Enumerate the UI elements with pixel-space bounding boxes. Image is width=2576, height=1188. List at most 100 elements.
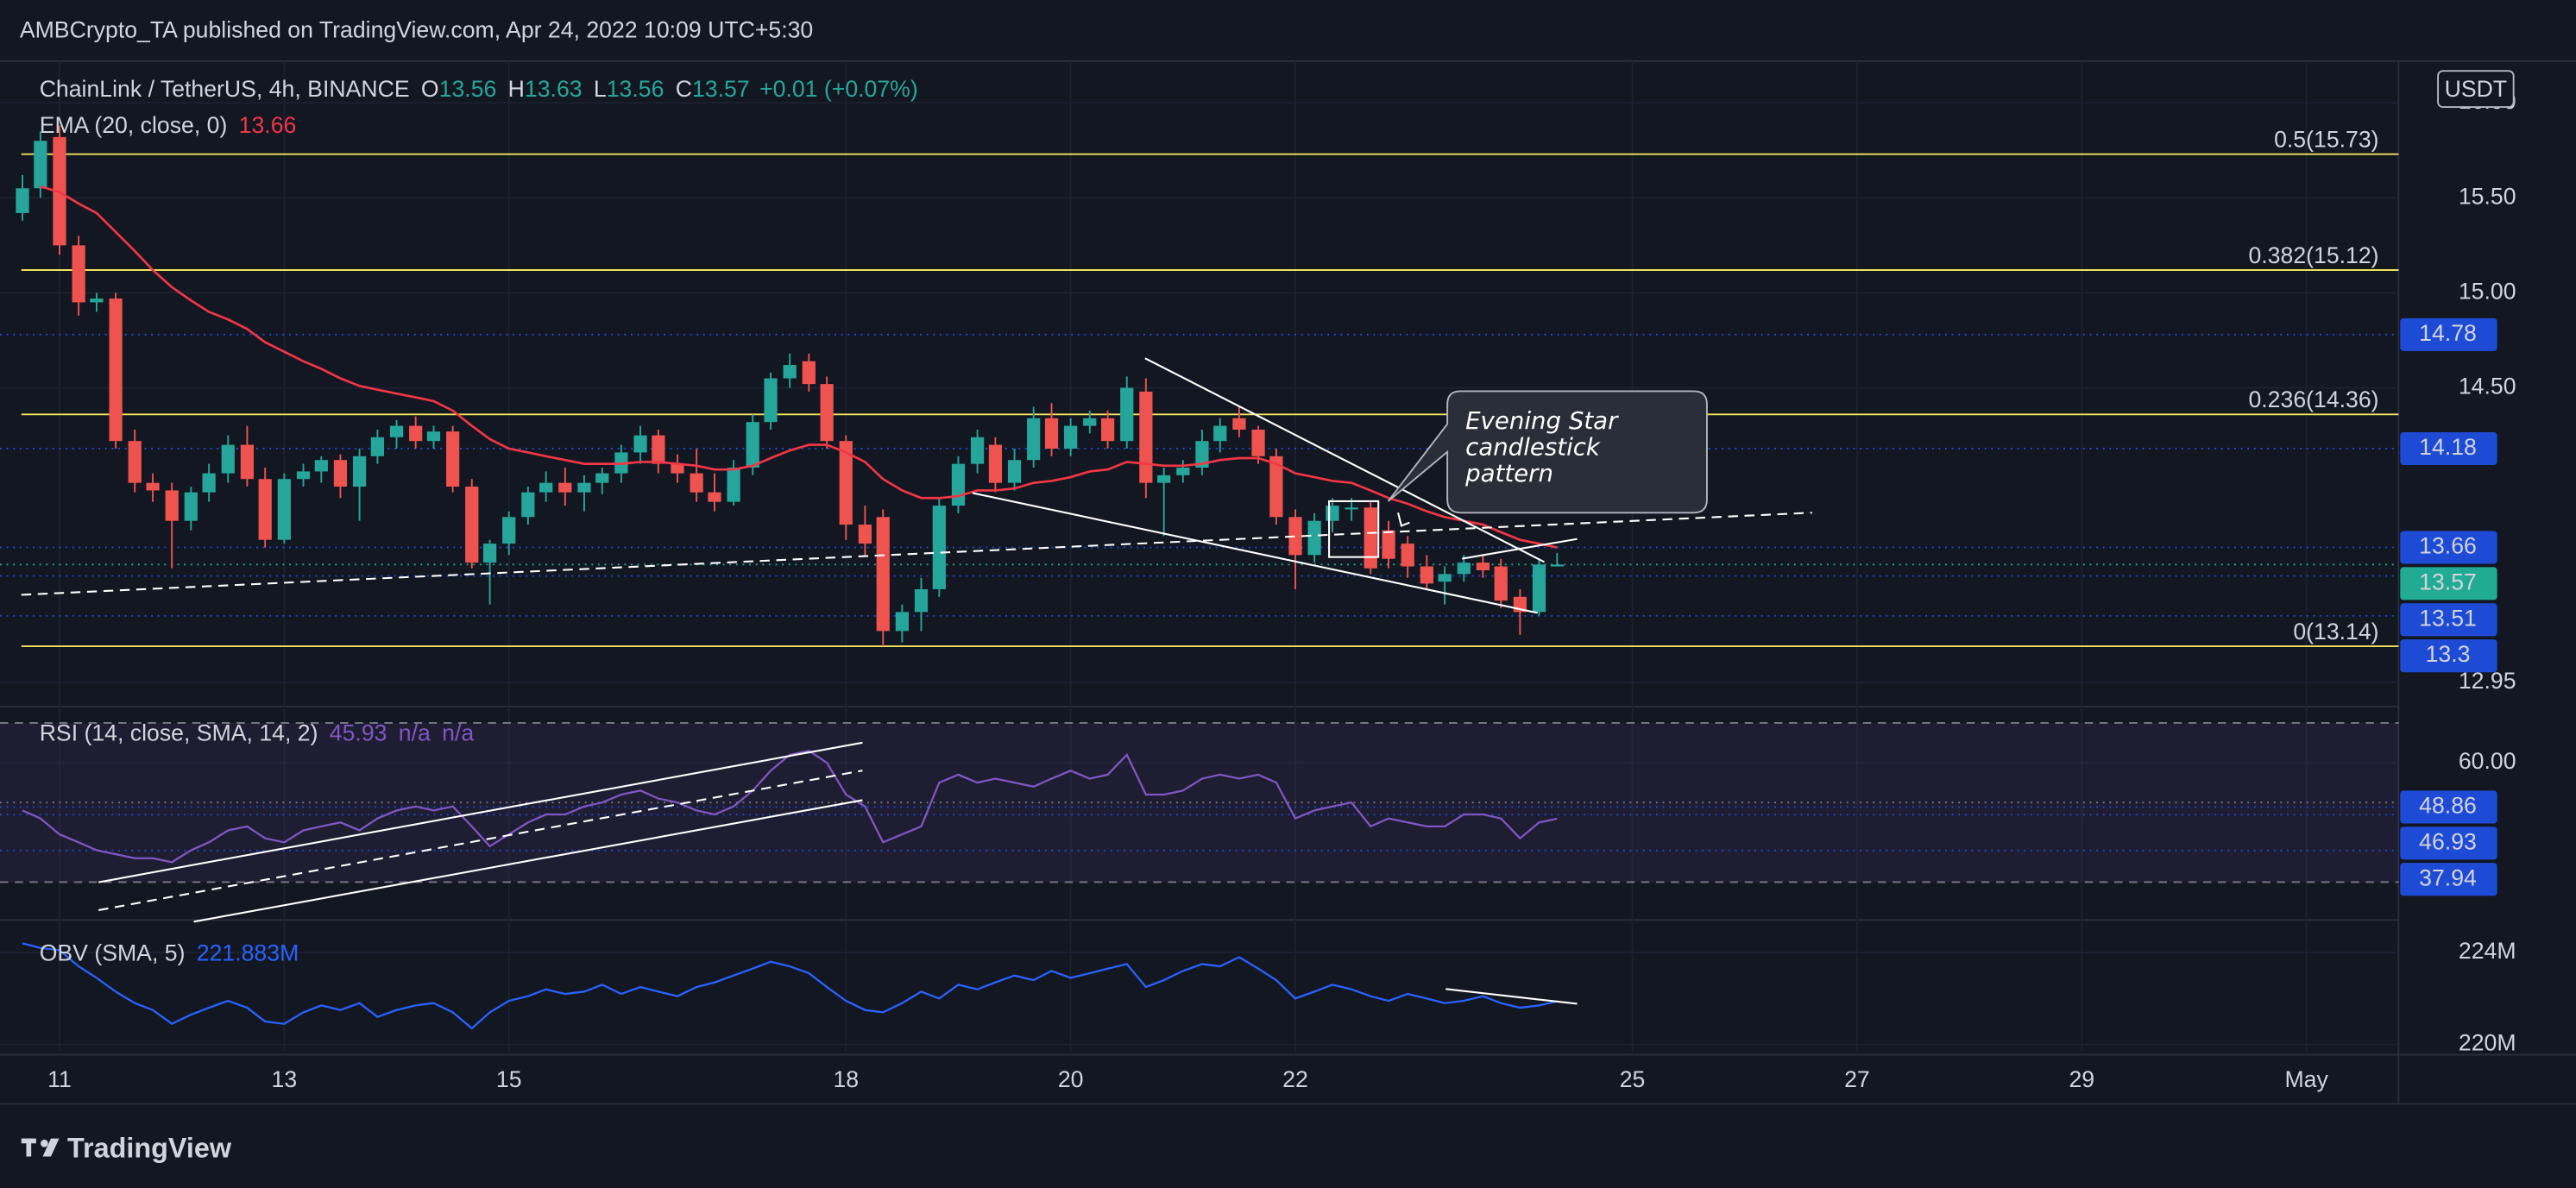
candle-body: [558, 482, 572, 493]
legend-title: OBV (SMA, 5): [40, 940, 186, 965]
candle-body: [914, 588, 929, 613]
x-tick-label: 11: [47, 1066, 72, 1092]
legend-ohlc-value: 13.63: [525, 76, 583, 102]
candle-body: [409, 425, 423, 442]
candle-body: [426, 431, 441, 442]
price-badge-label: 48.86: [2419, 792, 2477, 818]
candle-body: [577, 482, 591, 493]
trend-line: [972, 492, 1539, 614]
legend-value: 221.883M: [197, 940, 299, 965]
price-badge-label: 13.66: [2419, 533, 2477, 559]
candle-body: [876, 517, 890, 632]
candle-body: [652, 435, 665, 464]
fib-label: 0.236(14.36): [2248, 387, 2378, 412]
series-line: [22, 942, 1558, 1030]
candle-body: [146, 482, 160, 491]
candle-body: [1251, 429, 1265, 456]
arrow: [1397, 512, 1410, 527]
price-badge-label: 46.93: [2419, 828, 2477, 854]
candle-body: [988, 444, 1003, 483]
candle-body: [90, 299, 104, 303]
candle-body: [1457, 563, 1471, 575]
fib-label: 0(13.14): [2293, 619, 2378, 644]
x-tick-label: May: [2284, 1066, 2328, 1092]
candle-body: [1083, 418, 1097, 426]
callout: Evening Star candlestick pattern: [1387, 390, 1708, 514]
candle-body: [1120, 387, 1134, 442]
legend-ohlc-value: 13.56: [607, 76, 664, 102]
legend-value: 13.66: [239, 112, 297, 138]
candle-body: [633, 435, 647, 453]
obv-trend-line: [1445, 988, 1578, 1005]
x-tick-label: 15: [496, 1066, 522, 1092]
candle-body: [1027, 418, 1041, 461]
candle-body: [1044, 418, 1059, 449]
candle-body: [1064, 425, 1078, 449]
price-badge-label: 37.94: [2419, 864, 2477, 890]
logo-part: [42, 1138, 60, 1157]
candle-body: [690, 473, 703, 493]
x-tick-label: 25: [1620, 1066, 1646, 1092]
candle-body: [502, 517, 516, 544]
candle-body: [671, 463, 684, 474]
callout-text: Evening Star candlestick pattern: [1465, 409, 1618, 488]
candle-body: [595, 473, 609, 483]
candle-body: [1401, 544, 1414, 567]
candle-body: [802, 361, 816, 385]
candle-body: [277, 479, 291, 540]
candle-body: [446, 431, 460, 487]
price-badge: [2400, 863, 2497, 896]
price-badge-label: 14.78: [2419, 320, 2477, 346]
brand: TradingView: [67, 1132, 232, 1163]
candle-body: [296, 471, 311, 480]
x-tick-label: 27: [1844, 1066, 1870, 1092]
candle-body: [970, 437, 985, 464]
candle-body: [202, 473, 216, 493]
legend-name: EMA (20, close, 0): [40, 112, 228, 138]
candle-body: [1438, 574, 1452, 582]
price-badge-label: 13.3: [2426, 641, 2471, 667]
candle-body: [839, 441, 853, 525]
candle-body: [1157, 475, 1171, 483]
logo-part: [26, 1138, 32, 1157]
candle-body: [1100, 418, 1115, 442]
candle-body: [258, 479, 272, 540]
candle-body: [389, 425, 404, 437]
candle-body: [314, 460, 328, 472]
y-tick-label: 224M: [2459, 938, 2516, 964]
price-badge: [2400, 639, 2497, 673]
candle-body: [1345, 507, 1358, 510]
candle-body: [932, 506, 946, 589]
rsi-channel-line: [98, 770, 863, 911]
price-badge: [2400, 603, 2497, 637]
candle-body: [1288, 517, 1302, 556]
brand-logo: [21, 1138, 60, 1157]
price-badge: [2400, 431, 2497, 466]
x-tick-label: 13: [272, 1066, 298, 1092]
candle-body: [1550, 564, 1564, 567]
currency: USDT: [2445, 76, 2508, 102]
candle-body: [221, 444, 235, 474]
candle-body: [1364, 507, 1377, 569]
y-tick-label: 220M: [2459, 1030, 2516, 1056]
candle-body: [1195, 441, 1209, 468]
candle-body: [820, 384, 834, 442]
candle-body: [333, 460, 348, 487]
candle-body: [128, 441, 142, 483]
candle-body: [165, 490, 179, 521]
legend-title: RSI (14, close, SMA, 14, 2): [40, 720, 318, 745]
candle-body: [109, 299, 123, 442]
legend: OBV (SMA, 5) 221.883M: [40, 940, 299, 965]
legend-change: +0.01 (+0.07%): [759, 76, 918, 102]
candle-body: [1476, 563, 1490, 570]
candle-body: [240, 444, 255, 480]
candle-body: [858, 525, 872, 544]
trend-line: [1144, 357, 1545, 563]
price-badge: [2400, 567, 2497, 600]
candle-body: [34, 141, 47, 189]
candle-body: [1494, 566, 1508, 601]
y-tick-label: 15.00: [2459, 278, 2516, 304]
legend: RSI (14, close, SMA, 14, 2) 45.93 n/a n/a: [40, 720, 475, 745]
legend-ohlc-value: 13.57: [692, 76, 750, 102]
